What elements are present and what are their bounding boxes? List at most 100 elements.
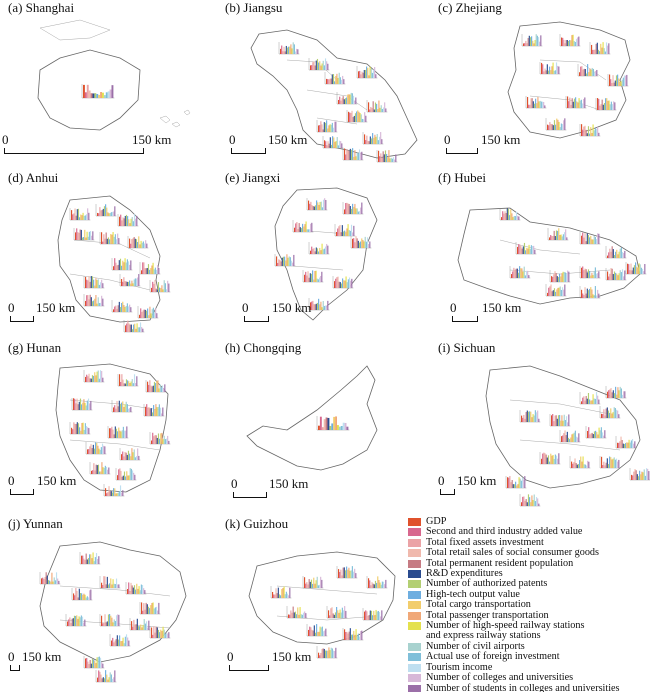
indicator-bar xyxy=(108,213,110,216)
indicator-bar xyxy=(529,37,532,46)
indicator-bar-cluster xyxy=(89,462,111,475)
indicator-bar-cluster xyxy=(316,416,350,431)
indicator-bar xyxy=(98,556,100,564)
indicator-bar-cluster xyxy=(579,392,601,405)
indicator-bar xyxy=(525,412,527,422)
indicator-bar-cluster xyxy=(109,634,131,647)
indicator-bar-cluster xyxy=(85,442,107,455)
indicator-bar xyxy=(345,276,347,288)
indicator-bar xyxy=(563,232,566,240)
indicator-bar xyxy=(618,442,620,448)
indicator-bar xyxy=(113,407,115,412)
indicator-bar xyxy=(114,640,116,646)
indicator-bar-cluster xyxy=(73,228,95,241)
indicator-bar xyxy=(518,244,520,254)
indicator-bar xyxy=(609,104,611,110)
indicator-bar xyxy=(582,129,584,136)
indicator-bar xyxy=(326,61,328,70)
indicator-bar xyxy=(567,96,569,108)
indicator-bar xyxy=(138,274,140,286)
indicator-bar xyxy=(522,246,524,254)
indicator-bar xyxy=(91,276,94,288)
indicator-bar xyxy=(593,49,595,54)
indicator-bar xyxy=(346,631,348,640)
indicator-bar xyxy=(332,127,335,132)
indicator-bar xyxy=(602,42,604,54)
indicator-bar xyxy=(608,43,610,54)
indicator-bar xyxy=(555,62,558,74)
indicator-bar xyxy=(588,461,590,468)
legend-swatch xyxy=(408,559,421,568)
indicator-bar xyxy=(534,410,536,422)
indicator-bar xyxy=(565,40,567,46)
indicator-bar xyxy=(533,43,535,46)
indicator-bar xyxy=(329,137,331,148)
indicator-bar xyxy=(573,98,576,108)
indicator-bar xyxy=(369,580,371,588)
indicator-bar xyxy=(113,211,115,216)
indicator-bar xyxy=(325,141,327,148)
indicator-bar-cluster xyxy=(577,64,599,77)
indicator-bar xyxy=(107,679,109,682)
indicator-bar xyxy=(347,224,349,236)
indicator-bar xyxy=(517,484,519,488)
indicator-bar xyxy=(80,615,82,626)
indicator-bar xyxy=(129,591,131,594)
indicator-bar xyxy=(320,201,322,210)
indicator-bar xyxy=(125,306,127,312)
indicator-bar xyxy=(296,222,298,232)
indicator-bar xyxy=(573,462,575,468)
indicator-bar xyxy=(320,652,322,658)
indicator-bar xyxy=(595,71,597,76)
indicator-bar xyxy=(620,247,622,258)
indicator-bar xyxy=(80,214,82,220)
indicator-bar xyxy=(568,414,570,426)
indicator-bar xyxy=(89,230,92,240)
indicator-bar xyxy=(595,239,598,244)
indicator-bar xyxy=(331,74,333,84)
indicator-bar xyxy=(79,229,81,240)
indicator-bar xyxy=(598,98,600,110)
indicator-bar xyxy=(376,582,378,588)
indicator-bar xyxy=(553,421,555,426)
scale-bar xyxy=(244,316,269,322)
indicator-bar xyxy=(561,273,563,282)
indicator-bar xyxy=(585,241,587,244)
indicator-bar-cluster xyxy=(366,576,388,589)
indicator-bar xyxy=(276,593,278,598)
indicator-bar xyxy=(604,51,606,54)
indicator-bar xyxy=(58,580,60,584)
indicator-bar xyxy=(338,281,340,288)
indicator-bar xyxy=(84,92,87,98)
indicator-bar xyxy=(378,100,380,112)
indicator-bar xyxy=(132,587,134,594)
indicator-bar-cluster xyxy=(350,236,372,249)
legend-label: Second and third industry added value xyxy=(426,526,583,538)
indicator-bar-cluster xyxy=(519,494,541,507)
indicator-bar xyxy=(94,93,97,98)
indicator-bar xyxy=(562,420,564,426)
province-map xyxy=(250,29,418,163)
indicator-bar xyxy=(50,581,52,584)
indicator-bar xyxy=(125,452,127,460)
indicator-bar xyxy=(561,37,563,46)
indicator-bar xyxy=(538,101,540,108)
indicator-bar xyxy=(574,430,576,442)
city-boundary xyxy=(509,399,621,451)
indicator-bar xyxy=(52,581,54,584)
indicator-bar xyxy=(103,576,105,588)
indicator-bar xyxy=(516,268,518,278)
indicator-bar xyxy=(115,639,117,646)
indicator-bar xyxy=(550,70,552,74)
indicator-bar xyxy=(77,404,79,410)
indicator-bar xyxy=(380,105,382,112)
indicator-bar xyxy=(124,451,126,460)
indicator-bar xyxy=(511,480,513,488)
indicator-bar xyxy=(339,224,341,236)
indicator-bar xyxy=(629,442,631,448)
indicator-bar xyxy=(339,96,341,104)
indicator-bar xyxy=(369,109,371,112)
indicator-bar xyxy=(336,606,338,618)
indicator-bar xyxy=(523,414,525,422)
indicator-bar xyxy=(320,250,322,254)
